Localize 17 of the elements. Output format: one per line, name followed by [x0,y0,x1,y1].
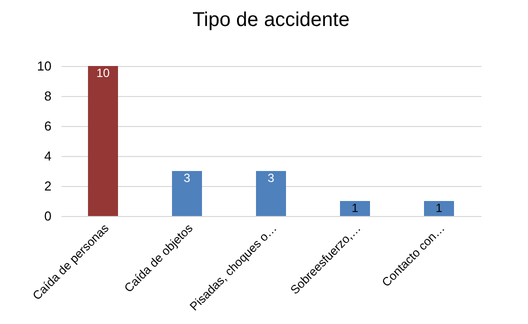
data-label: 3 [184,171,191,185]
data-label: 10 [96,66,110,80]
bar [340,201,370,216]
chart-title: Tipo de accidente [192,9,350,31]
bar [256,171,286,216]
data-label: 1 [436,201,443,215]
y-tick-label: 8 [44,88,52,104]
data-label: 1 [352,201,359,215]
y-tick-label: 6 [44,118,52,134]
y-tick-label: 4 [44,148,52,164]
bar [172,171,202,216]
y-tick-label: 2 [44,178,52,194]
bar [88,66,118,216]
y-tick-label: 0 [44,208,52,224]
bar [424,201,454,216]
data-label: 3 [268,171,275,185]
y-tick-label: 10 [37,58,52,74]
